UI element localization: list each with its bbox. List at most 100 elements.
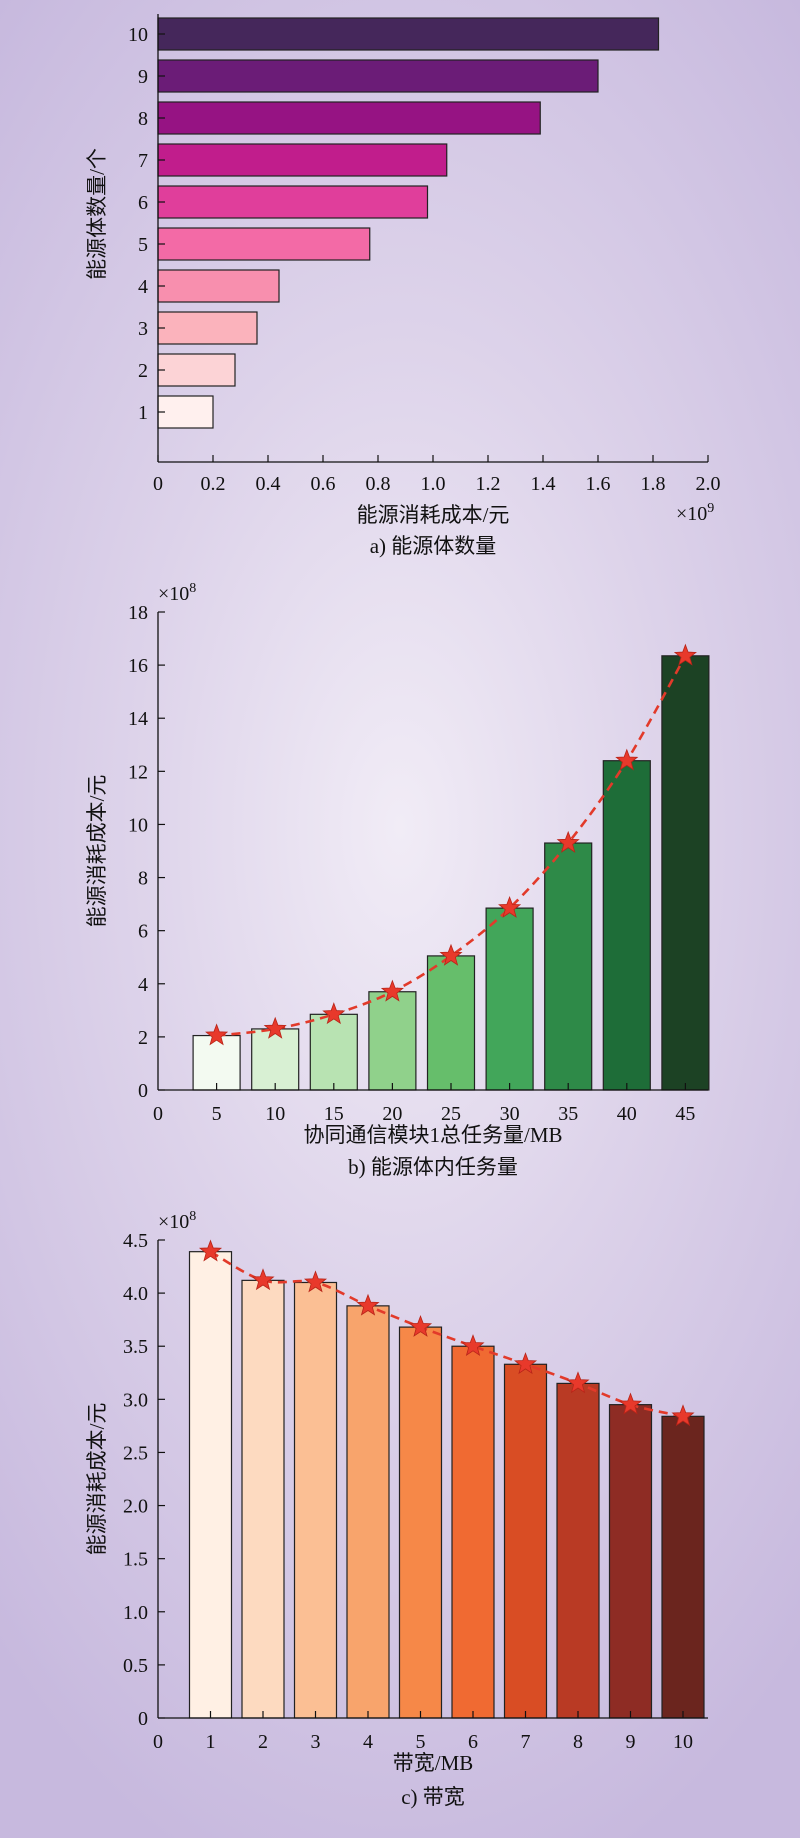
xlabel-c: 带宽/MB — [393, 1751, 474, 1775]
star-marker-c-8 — [566, 1371, 590, 1394]
bar-b-35 — [544, 842, 593, 1091]
bar-c-5 — [398, 1326, 443, 1719]
ytick-c: 0.5 — [123, 1655, 148, 1677]
xtick-a: 2.0 — [696, 473, 721, 495]
ytick-a-6: 6 — [138, 192, 148, 214]
ytick-b: 12 — [128, 761, 148, 783]
bar-a-2 — [157, 353, 236, 387]
xtick-c-9: 9 — [626, 1731, 636, 1753]
star-marker-b-45 — [673, 643, 697, 666]
exponent-c: ×108 — [158, 1209, 196, 1233]
bar-b-40 — [602, 760, 651, 1091]
ytick-a-3: 3 — [138, 318, 148, 340]
trend-line-c — [209, 1250, 684, 1418]
ylabel-c: 能源消耗成本/元 — [85, 1403, 109, 1556]
xtick-a: 1.2 — [476, 473, 501, 495]
xtick-b-30: 30 — [500, 1103, 520, 1125]
bar-a-7 — [157, 143, 448, 177]
star-marker-c-3 — [303, 1270, 328, 1293]
star-marker-c-2 — [251, 1268, 275, 1291]
star-marker-c-10 — [671, 1404, 695, 1427]
ytick-c: 0 — [138, 1708, 148, 1730]
star-marker-b-20 — [380, 979, 404, 1002]
caption-b: b) 能源体内任务量 — [348, 1155, 518, 1179]
xtick-b-20: 20 — [382, 1103, 402, 1125]
star-marker-b-15 — [322, 1002, 346, 1025]
chart-b-task-volume: 0 2 4 6 8 10 12 14 16 18 0 5 10 15 20 25 30 35 40 45 ×108 协同通… — [85, 581, 710, 1179]
ytick-a-10: 10 — [128, 24, 148, 46]
bar-a-4 — [157, 269, 280, 303]
ytick-a-7: 7 — [138, 150, 148, 172]
xtick-a: 0 — [153, 473, 163, 495]
xtick-c-10: 10 — [673, 1731, 693, 1753]
xtick-c-3: 3 — [311, 1731, 321, 1753]
caption-c: c) 带宽 — [401, 1785, 465, 1809]
xtick-b-45: 45 — [675, 1103, 695, 1125]
ylabel-b: 能源消耗成本/元 — [85, 775, 109, 928]
ytick-a-2: 2 — [138, 360, 148, 382]
ytick-c: 3.0 — [123, 1389, 148, 1411]
xtick-c-1: 1 — [206, 1731, 216, 1753]
bar-b-20 — [368, 991, 417, 1091]
ytick-a-9: 9 — [138, 66, 148, 88]
exponent-b: ×108 — [158, 581, 196, 605]
xtick-c-8: 8 — [573, 1731, 583, 1753]
star-marker-b-25 — [439, 943, 463, 966]
bar-a-9 — [157, 59, 599, 93]
bar-b-25 — [426, 955, 476, 1091]
chart-c-bandwidth: 0 0.5 1.0 1.5 2.0 2.5 3.0 3.5 4.0 4.5 0 1 2 3 4 5 6 7 8 9 10… — [85, 1209, 708, 1809]
ytick-b: 16 — [128, 655, 148, 677]
bar-c-4 — [346, 1305, 390, 1719]
xtick-a: 0.8 — [366, 473, 391, 495]
star-marker-b-40 — [615, 748, 639, 771]
xtick-a: 1.6 — [586, 473, 611, 495]
xtick-a: 1.8 — [641, 473, 666, 495]
bar-c-8 — [556, 1382, 600, 1719]
xtick-b-zero: 0 — [153, 1103, 163, 1125]
ytick-a-8: 8 — [138, 108, 148, 130]
bar-c-3 — [293, 1281, 338, 1719]
xtick-a: 1.0 — [421, 473, 446, 495]
star-marker-b-35 — [556, 830, 580, 853]
bar-b-15 — [309, 1013, 358, 1091]
xtick-b-25: 25 — [441, 1103, 461, 1125]
ytick-b: 4 — [138, 974, 148, 996]
bar-b-5 — [192, 1034, 241, 1091]
exponent-a: ×109 — [676, 501, 714, 525]
trend-line-b — [216, 655, 687, 1037]
bar-a-8 — [157, 101, 541, 135]
bar-b-45 — [661, 655, 710, 1091]
bar-c-6 — [451, 1345, 495, 1719]
star-marker-c-6 — [461, 1334, 485, 1357]
chart-a-energy-body-count: 1 2 3 4 5 6 7 8 9 10 0 0.2 0.4 0.6 0.8 1.0 1.2 1.4 1.6 1.8 2… — [85, 14, 721, 558]
xtick-c-6: 6 — [468, 1731, 478, 1753]
bar-a-10 — [157, 17, 660, 51]
ytick-b: 10 — [128, 814, 148, 836]
bar-a-1 — [157, 395, 214, 429]
bar-a-6 — [157, 185, 429, 219]
ytick-c: 4.5 — [123, 1230, 148, 1252]
ytick-c: 1.5 — [123, 1549, 148, 1571]
star-marker-b-5 — [205, 1023, 229, 1046]
star-marker-c-7 — [513, 1352, 538, 1375]
ytick-c: 2.0 — [123, 1496, 148, 1518]
star-marker-c-1 — [198, 1239, 223, 1262]
star-marker-c-4 — [356, 1293, 380, 1316]
ytick-b: 0 — [138, 1080, 148, 1102]
xtick-c-4: 4 — [363, 1731, 373, 1753]
xlabel-a: 能源消耗成本/元 — [357, 503, 510, 527]
ytick-b: 6 — [138, 921, 148, 943]
xtick-b-35: 35 — [558, 1103, 578, 1125]
xtick-c-7: 7 — [521, 1731, 531, 1753]
xtick-b-15: 15 — [324, 1103, 344, 1125]
xtick-a: 1.4 — [531, 473, 556, 495]
bar-a-3 — [157, 311, 258, 345]
ytick-a-4: 4 — [138, 276, 148, 298]
ytick-b: 14 — [128, 708, 148, 730]
ytick-b: 18 — [128, 602, 148, 624]
bar-b-10 — [251, 1028, 300, 1091]
ytick-b: 2 — [138, 1027, 148, 1049]
star-marker-c-5 — [408, 1314, 433, 1337]
xtick-c-5: 5 — [416, 1731, 426, 1753]
bar-c-7 — [503, 1363, 548, 1719]
